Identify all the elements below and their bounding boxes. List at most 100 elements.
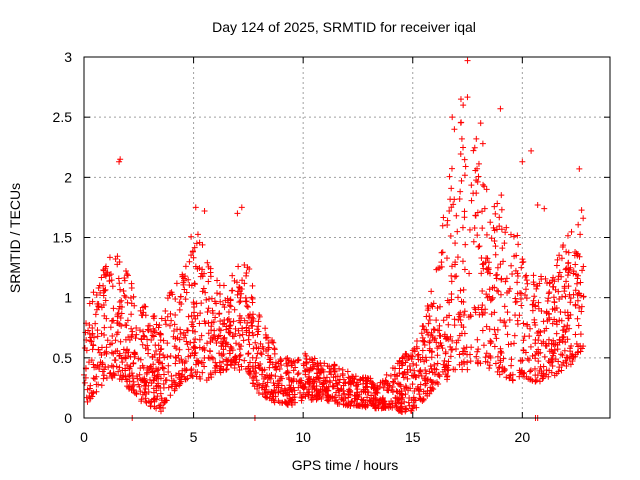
data-point (266, 364, 273, 371)
data-point (497, 261, 504, 268)
data-point (471, 144, 478, 151)
data-point (407, 385, 414, 392)
data-point (244, 320, 251, 327)
data-point (430, 326, 437, 333)
data-point (237, 319, 244, 326)
data-point (81, 379, 88, 386)
data-point (353, 402, 360, 409)
x-tick-label: 0 (80, 429, 88, 445)
data-point (198, 332, 205, 339)
data-point (109, 332, 116, 339)
data-point (168, 373, 175, 380)
data-point (459, 258, 466, 265)
data-point (225, 315, 232, 322)
data-point (451, 322, 458, 329)
data-point (540, 363, 547, 370)
data-point (254, 381, 261, 388)
data-point (514, 273, 521, 280)
data-point (206, 295, 213, 302)
data-point (188, 312, 195, 319)
data-point (112, 256, 119, 263)
data-point (556, 336, 563, 343)
data-point (545, 336, 552, 343)
data-point (253, 355, 260, 362)
data-point (236, 312, 243, 319)
data-point (323, 378, 330, 385)
data-point (507, 371, 514, 378)
data-point (264, 334, 271, 341)
data-point (100, 267, 107, 274)
data-point (246, 314, 253, 321)
data-point (468, 344, 475, 351)
data-point (173, 345, 180, 352)
data-point (453, 346, 460, 353)
data-point (558, 362, 565, 369)
data-point (162, 307, 169, 314)
data-point (414, 352, 421, 359)
data-point (107, 271, 114, 278)
data-point (232, 353, 239, 360)
data-point (286, 382, 293, 389)
data-point (258, 351, 265, 358)
data-point (108, 349, 115, 356)
data-point (164, 340, 171, 347)
data-point (426, 317, 433, 324)
data-point (412, 374, 419, 381)
data-point (249, 311, 256, 318)
data-point (353, 402, 360, 409)
data-point (501, 367, 508, 374)
data-point (456, 351, 463, 358)
data-point (545, 295, 552, 302)
data-point (180, 281, 187, 288)
data-point (419, 398, 426, 405)
data-point (514, 321, 521, 328)
data-point (450, 366, 457, 373)
data-point (120, 287, 127, 294)
data-point (295, 384, 302, 391)
data-point (223, 326, 230, 333)
data-point (182, 376, 189, 383)
data-point (320, 380, 327, 387)
data-point (140, 328, 147, 335)
data-point (126, 385, 133, 392)
data-point (538, 370, 545, 377)
data-point (486, 293, 493, 300)
data-point (119, 359, 126, 366)
data-point (278, 362, 285, 369)
data-point (575, 221, 582, 228)
data-point (522, 286, 529, 293)
data-point (236, 366, 243, 373)
data-point (115, 368, 122, 375)
data-point (419, 354, 426, 361)
data-point (421, 358, 428, 365)
data-point (95, 381, 102, 388)
data-point (151, 312, 158, 319)
data-point (207, 273, 214, 280)
data-point (230, 318, 237, 325)
data-point (249, 365, 256, 372)
data-point (428, 378, 435, 385)
data-point (286, 357, 293, 364)
data-point (566, 266, 573, 273)
data-point (106, 254, 113, 261)
data-point (487, 219, 494, 226)
data-point (350, 373, 357, 380)
data-point (302, 350, 309, 357)
data-point (192, 204, 199, 211)
data-point (449, 114, 456, 121)
data-point (460, 350, 467, 357)
data-point (201, 363, 208, 370)
data-point (459, 366, 466, 373)
data-point (364, 375, 371, 382)
data-point (497, 291, 504, 298)
data-point (181, 275, 187, 282)
data-point (573, 280, 580, 287)
data-point (262, 373, 269, 380)
data-point (564, 272, 571, 279)
data-point (270, 379, 277, 386)
data-point (165, 362, 172, 369)
data-point (289, 360, 296, 367)
data-point (124, 362, 131, 369)
data-point (474, 348, 481, 355)
data-point (551, 305, 558, 312)
